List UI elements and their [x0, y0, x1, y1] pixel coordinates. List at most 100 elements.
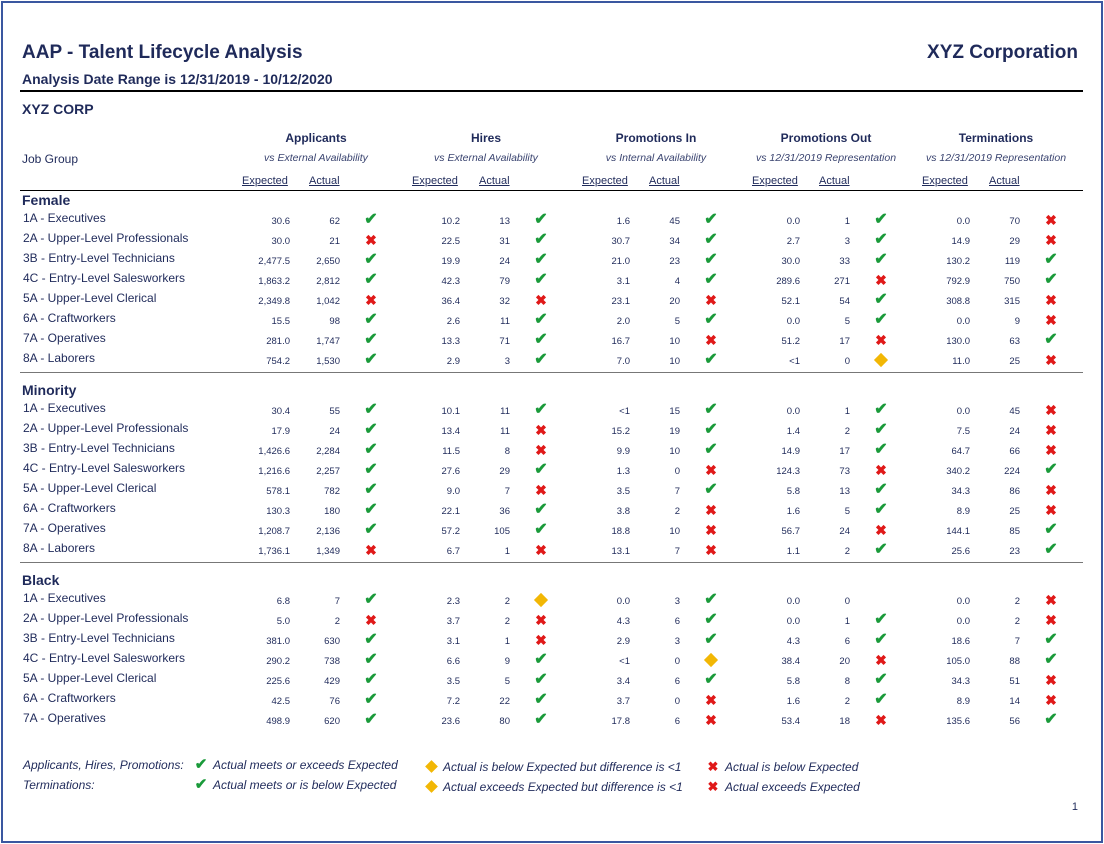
table-row: 7A - Operatives 281.0 1,747 ✔ 13.3 71 ✔ 16.7 10 ✖…	[0, 331, 1104, 351]
expected-value: 13.3	[441, 336, 461, 347]
actual-value: 24	[1009, 426, 1020, 437]
expected-value: 36.4	[441, 296, 461, 307]
expected-value: 0.0	[786, 216, 800, 227]
job-group-label: 4C - Entry-Level Salesworkers	[23, 651, 186, 665]
empty-indicator	[872, 591, 890, 609]
expected-value: 4.3	[786, 636, 800, 647]
check-icon: ✔	[874, 291, 888, 308]
actual-column-header: Actual	[649, 175, 680, 187]
actual-value: 7	[674, 486, 680, 497]
actual-value: 62	[329, 216, 340, 227]
expected-value: 11.0	[952, 356, 970, 367]
actual-value: 2	[1014, 596, 1020, 607]
expected-value: 1,863.2	[258, 276, 290, 287]
actual-value: 0	[844, 596, 850, 607]
actual-value: 2,650	[316, 256, 340, 267]
actual-value: 2	[1014, 616, 1020, 627]
expected-value: 1.6	[786, 696, 800, 707]
check-icon: ✔	[194, 776, 208, 793]
actual-value: 3	[844, 236, 850, 247]
expected-value: 578.1	[266, 486, 290, 497]
job-group-label: 3B - Entry-Level Technicians	[23, 631, 175, 645]
expected-value: 8.9	[956, 506, 970, 517]
expected-value: 18.8	[611, 526, 631, 537]
table-row: 6A - Craftworkers 15.5 98 ✔ 2.6 11 ✔ 2.0 5 ✔ 0.0 5 ✔…	[0, 311, 1104, 331]
actual-value: 29	[499, 466, 510, 477]
check-icon: ✔	[874, 501, 888, 518]
expected-column-header: Expected	[922, 175, 968, 187]
cross-icon: ✖	[1045, 402, 1057, 418]
cross-icon: ✖	[365, 232, 377, 248]
check-icon: ✔	[534, 691, 548, 708]
actual-value: 3	[674, 636, 680, 647]
expected-value: 2.0	[616, 316, 630, 327]
actual-value: 6	[844, 636, 850, 647]
check-icon: ✔	[364, 631, 378, 648]
cross-icon: ✖	[1045, 232, 1057, 248]
expected-value: 0.0	[786, 596, 800, 607]
expected-value: 23.6	[441, 716, 461, 727]
actual-value: 2	[504, 596, 510, 607]
diamond-icon	[702, 651, 720, 669]
actual-value: 6	[674, 716, 680, 727]
cross-icon: ✖	[535, 482, 547, 498]
expected-value: <1	[789, 356, 800, 367]
actual-value: 54	[839, 296, 850, 307]
job-group-label: 8A - Laborers	[23, 541, 96, 555]
actual-value: 2,257	[316, 466, 340, 477]
actual-column-header: Actual	[479, 175, 510, 187]
column-group-subtitle: vs 12/31/2019 Representation	[755, 152, 897, 164]
check-icon: ✔	[364, 651, 378, 668]
expected-value: 3.1	[446, 636, 460, 647]
column-group-subtitle: vs 12/31/2019 Representation	[925, 152, 1067, 164]
actual-value: 23	[1009, 546, 1020, 557]
check-icon: ✔	[1044, 331, 1058, 348]
check-icon: ✔	[534, 711, 548, 728]
expected-value: 11.5	[442, 446, 460, 457]
actual-value: 6	[674, 616, 680, 627]
check-icon: ✔	[704, 271, 718, 288]
expected-value: 52.1	[781, 296, 801, 307]
expected-value: 34.3	[951, 486, 971, 497]
actual-value: 5	[844, 506, 850, 517]
column-header-divider	[20, 190, 1083, 191]
expected-value: 135.6	[946, 716, 970, 727]
cross-icon: ✖	[707, 779, 719, 794]
actual-value: 2	[844, 546, 850, 557]
expected-value: 0.0	[786, 316, 800, 327]
legend-text: Actual is below Expected but difference …	[443, 760, 682, 774]
actual-value: 3	[504, 356, 510, 367]
expected-value: 1,736.1	[258, 546, 290, 557]
expected-value: 130.0	[946, 336, 970, 347]
check-icon: ✔	[364, 501, 378, 518]
cross-icon: ✖	[535, 632, 547, 648]
corp-name: XYZ CORP	[22, 101, 94, 117]
cross-icon: ✖	[705, 502, 717, 518]
actual-column-header: Actual	[309, 175, 340, 187]
actual-value: 620	[324, 716, 340, 727]
cross-icon: ✖	[1045, 672, 1057, 688]
check-icon: ✔	[534, 671, 548, 688]
legend-text: Actual exceeds Expected but difference i…	[443, 780, 683, 794]
actual-value: 0	[674, 656, 680, 667]
section-divider	[20, 562, 1083, 563]
actual-value: 6	[674, 676, 680, 687]
actual-value: 25	[1009, 506, 1020, 517]
actual-value: 5	[674, 316, 680, 327]
actual-value: 14	[1009, 696, 1020, 707]
check-icon: ✔	[704, 231, 718, 248]
column-group-subtitle: vs External Availability	[434, 152, 538, 164]
job-group-header: Job Group	[22, 152, 79, 166]
check-icon: ✔	[364, 461, 378, 478]
expected-value: 1.4	[786, 426, 800, 437]
cross-icon: ✖	[1045, 312, 1057, 328]
job-group-label: 5A - Upper-Level Clerical	[23, 671, 157, 685]
actual-value: 13	[839, 486, 850, 497]
expected-value: 0.0	[616, 596, 630, 607]
expected-value: 42.3	[441, 276, 461, 287]
expected-value: 6.8	[276, 596, 290, 607]
expected-value: 0.0	[956, 406, 970, 417]
actual-value: 36	[499, 506, 510, 517]
check-icon: ✔	[364, 691, 378, 708]
actual-value: 1	[844, 616, 850, 627]
